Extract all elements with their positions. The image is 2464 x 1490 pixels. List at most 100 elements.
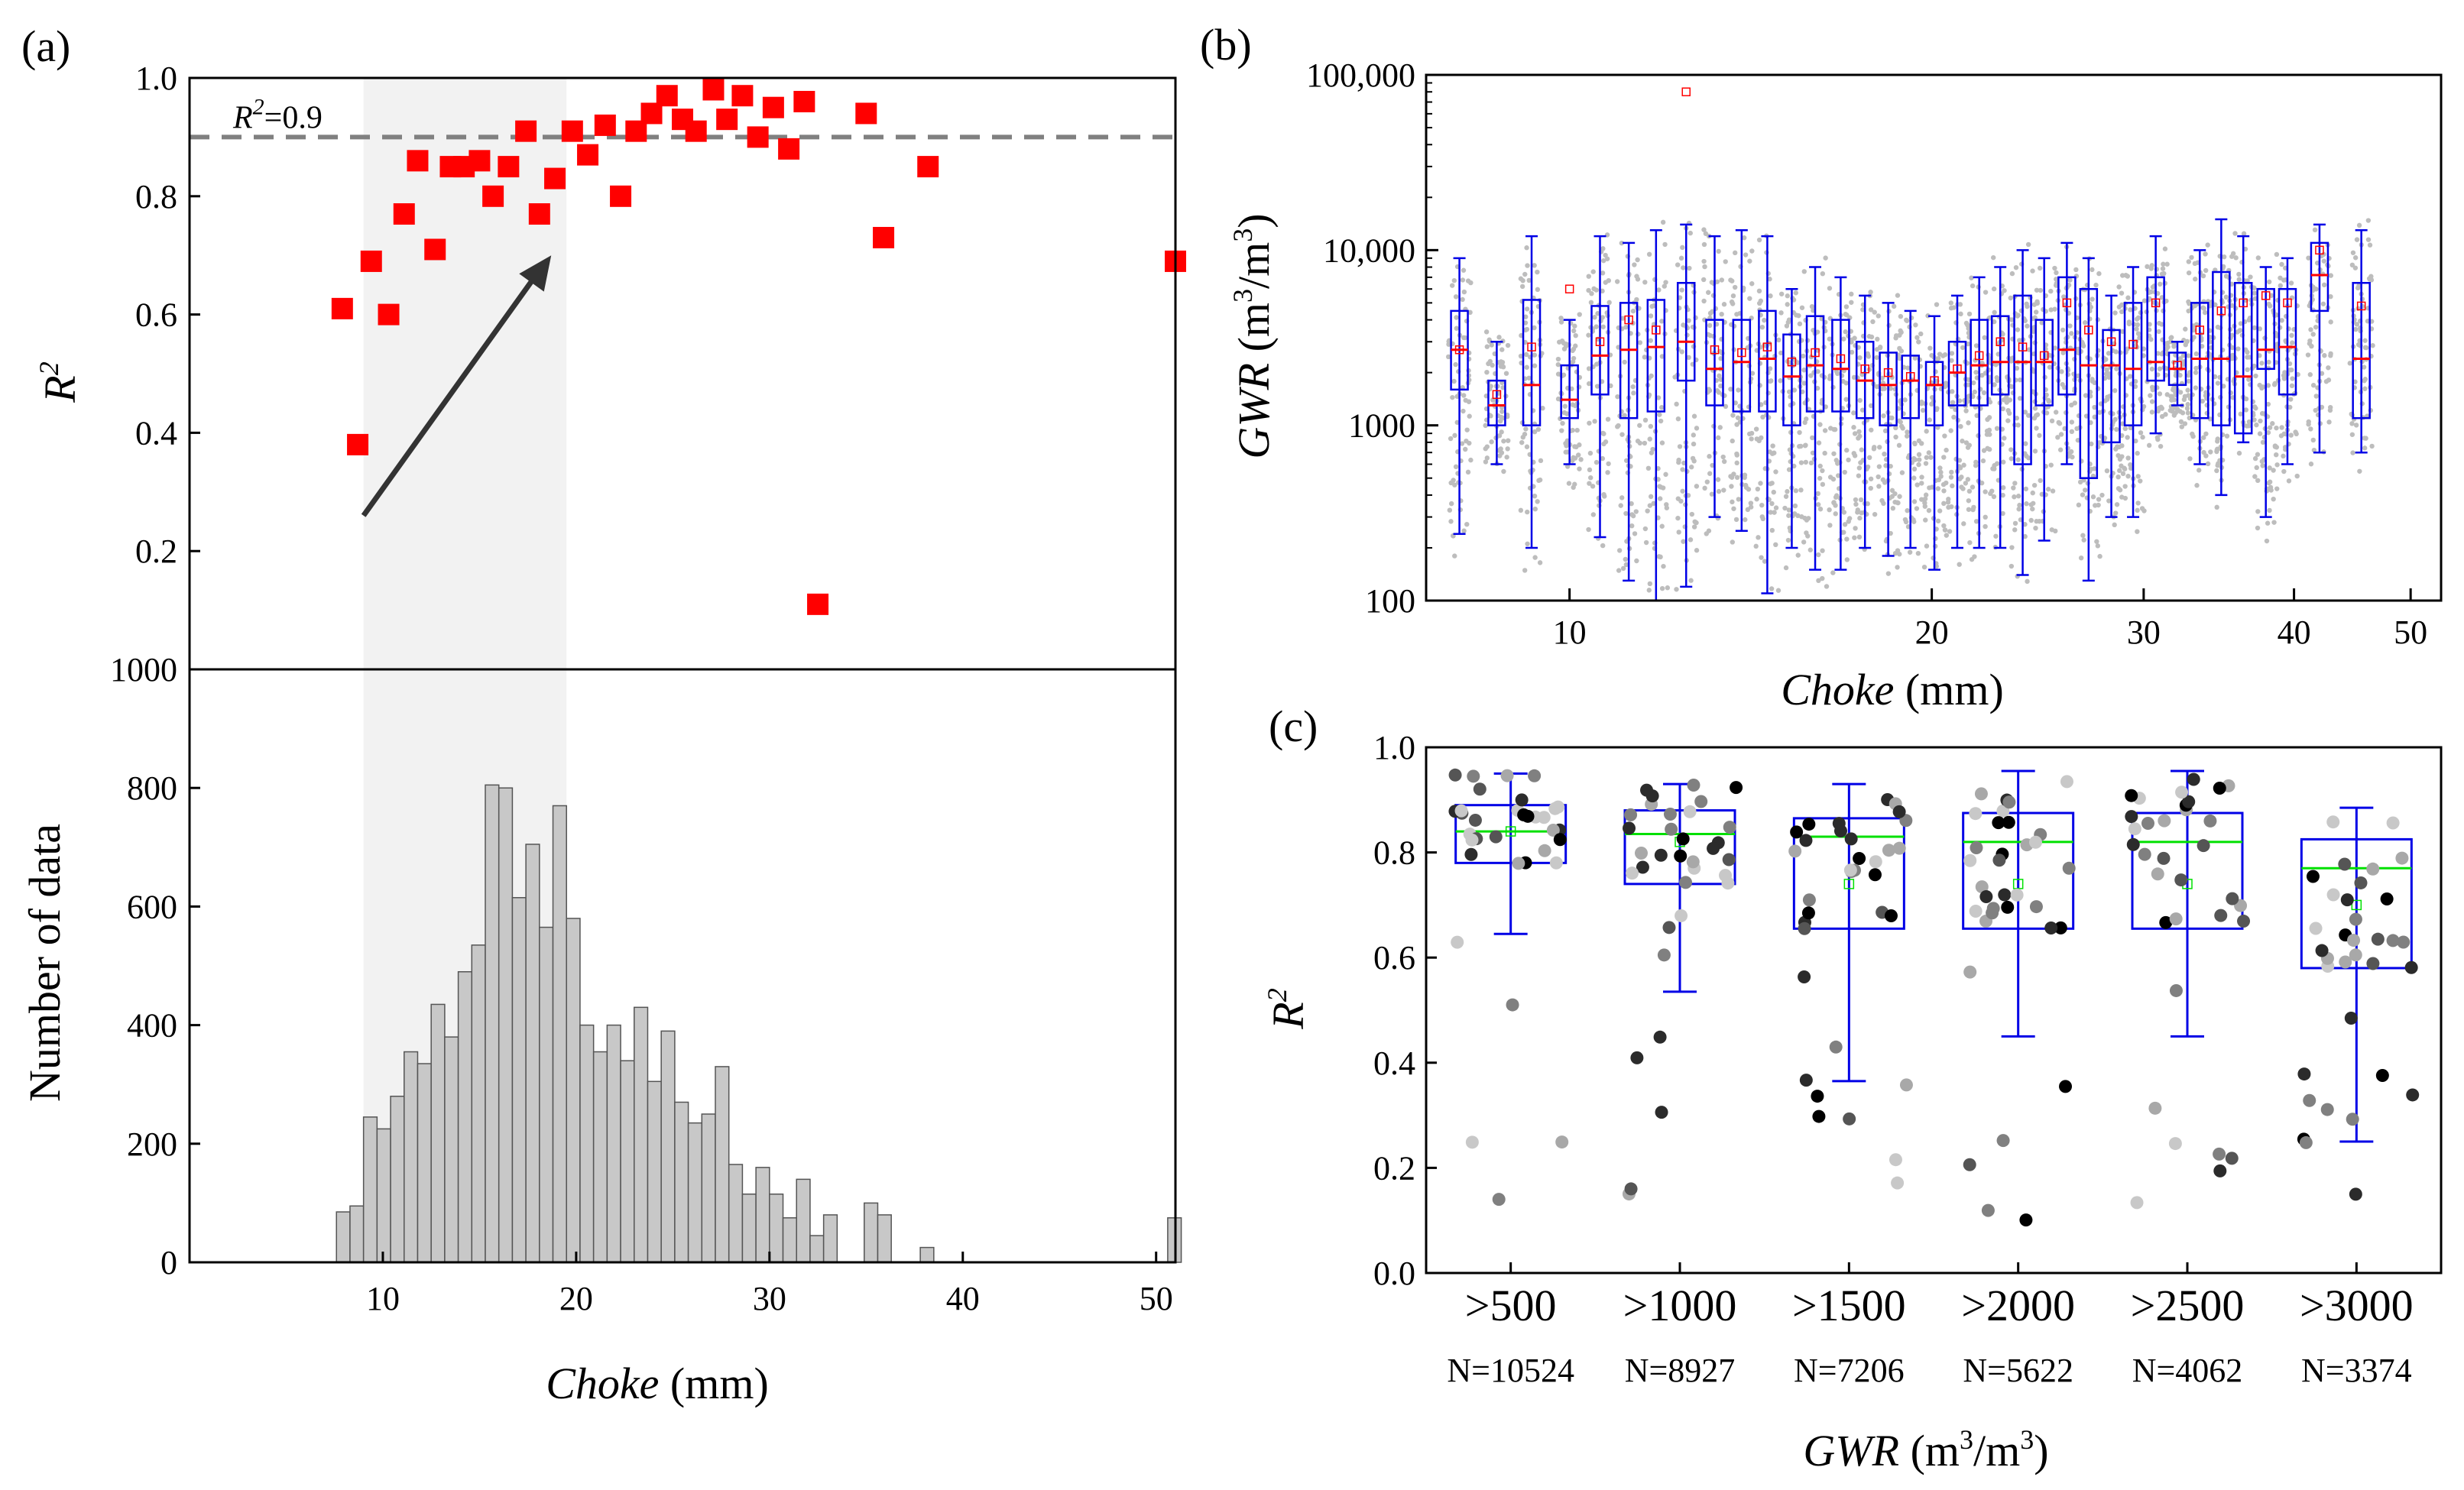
gwr-sample-dot (1506, 438, 1511, 443)
iqr-box (1758, 309, 1777, 413)
histogram-bar (362, 1116, 378, 1263)
r2-sample-dot (1687, 779, 1700, 792)
ref-label-r: R (232, 100, 253, 135)
panel-a-ylabel-text: R (35, 375, 85, 403)
gwr-sample-dot (1830, 476, 1837, 482)
gwr-sample-dot (1452, 482, 1457, 487)
r2-sample-dot (1489, 830, 1503, 844)
gwr-sample-dot (1522, 568, 1528, 573)
gwr-sample-dot (1503, 371, 1509, 376)
gwr-sample-dot (2031, 415, 2038, 421)
gwr-sample-dot (1658, 554, 1663, 560)
histogram-bar (376, 1128, 391, 1263)
gwr-sample-dot (1559, 428, 1564, 433)
mean-marker (1905, 371, 1915, 381)
r2-sample-dot (2349, 912, 2362, 926)
gwr-sample-dot (2293, 429, 2298, 435)
gwr-sample-dot (1866, 455, 1872, 461)
gwr-sample-dot (1928, 455, 1934, 460)
gwr-sample-dot (1922, 504, 1927, 509)
gwr-sample-dot (1675, 262, 1681, 267)
gwr-sample-dot (1600, 270, 1606, 276)
gwr-sample-dot (2200, 273, 2206, 279)
gwr-sample-dot (2201, 306, 2206, 311)
histogram-bar (485, 784, 500, 1263)
r2-point (793, 90, 815, 112)
gwr-sample-dot (1448, 480, 1454, 486)
gwr-sample-dot (2114, 426, 2119, 432)
gwr-sample-dot (1816, 440, 1822, 445)
gwr-sample-dot (2278, 433, 2284, 439)
gwr-sample-dot (2039, 320, 2044, 326)
iqr-box (1805, 315, 1825, 413)
iqr-box (1990, 315, 2010, 396)
gwr-sample-dot (1615, 424, 1620, 429)
gwr-sample-dot (1881, 413, 1886, 419)
gwr-sample-dot (1948, 428, 1953, 433)
gwr-sample-dot (2015, 494, 2021, 499)
gwr-sample-dot (1661, 563, 1666, 569)
gwr-sample-dot (1589, 291, 1594, 296)
gwr-sample-dot (1463, 446, 1468, 452)
gwr-sample-dot (1831, 451, 1837, 456)
gwr-sample-dot (1747, 258, 1752, 264)
gwr-sample-dot (1872, 309, 1877, 315)
gwr-sample-dot (2112, 416, 2118, 423)
gwr-sample-dot (1815, 368, 1820, 374)
mean-marker (2283, 298, 2292, 308)
panel-c-xlabel-main: GWR (1803, 1426, 1899, 1475)
gwr-sample-dot (1823, 255, 1828, 261)
mean-marker (1883, 368, 1893, 377)
gwr-sample-dot (2186, 308, 2191, 314)
gwr-sample-dot (1555, 356, 1561, 362)
r2-sample-dot (1981, 1203, 1995, 1217)
histogram-bar (390, 1095, 405, 1263)
gwr-sample-dot (2078, 555, 2084, 561)
gwr-sample-dot (1681, 460, 1687, 466)
gwr-sample-dot (2305, 352, 2311, 358)
gwr-sample-dot (1588, 475, 1593, 481)
gwr-sample-dot (1800, 389, 1805, 394)
gwr-sample-dot (1719, 277, 1725, 283)
gwr-sample-dot (2092, 380, 2097, 386)
r2-sample-dot (1640, 783, 1654, 797)
gwr-sample-dot (2272, 381, 2278, 387)
gwr-sample-dot (2255, 509, 2261, 514)
gwr-sample-dot (1688, 230, 1693, 236)
gwr-sample-dot (1519, 439, 1525, 445)
gwr-sample-dot (1994, 426, 2000, 431)
gwr-sample-dot (2308, 426, 2313, 432)
gwr-sample-dot (1734, 451, 1739, 457)
gwr-sample-dot (1522, 271, 1528, 277)
gwr-sample-dot (1855, 510, 1860, 515)
gwr-sample-dot (1573, 332, 1578, 338)
gwr-sample-dot (2134, 326, 2139, 332)
gwr-sample-dot (2082, 320, 2088, 326)
gwr-sample-dot (2307, 372, 2313, 377)
gwr-sample-dot (1614, 279, 1620, 284)
gwr-sample-dot (2026, 455, 2031, 461)
gwr-sample-dot (1902, 517, 1908, 523)
gwr-sample-dot (1868, 485, 1874, 491)
gwr-sample-dot (1882, 480, 1888, 485)
histogram-bar (552, 805, 567, 1263)
r2-point (873, 226, 895, 248)
gwr-sample-dot (1808, 373, 1814, 378)
gwr-sample-dot (2321, 258, 2326, 264)
gwr-sample-dot (2281, 277, 2287, 283)
gwr-sample-dot (2354, 322, 2360, 327)
gwr-sample-dot (2327, 407, 2333, 413)
gwr-sample-dot (1801, 269, 1807, 274)
gwr-sample-dot (1849, 339, 1854, 345)
gwr-sample-dot (2244, 423, 2250, 429)
ytick-label: 0.4 (135, 414, 177, 452)
gwr-sample-dot (1937, 465, 1943, 471)
gwr-sample-dot (1991, 286, 1997, 292)
gwr-sample-dot (1961, 521, 1966, 526)
gwr-sample-dot (1692, 519, 1697, 525)
gwr-sample-dot (1820, 481, 1826, 487)
gwr-sample-dot (1806, 407, 1812, 412)
r2-sample-dot (1889, 1153, 1902, 1167)
gwr-sample-dot (2122, 426, 2128, 432)
panel-b-ylabel: GWR (m3/m3) (1227, 213, 1279, 458)
